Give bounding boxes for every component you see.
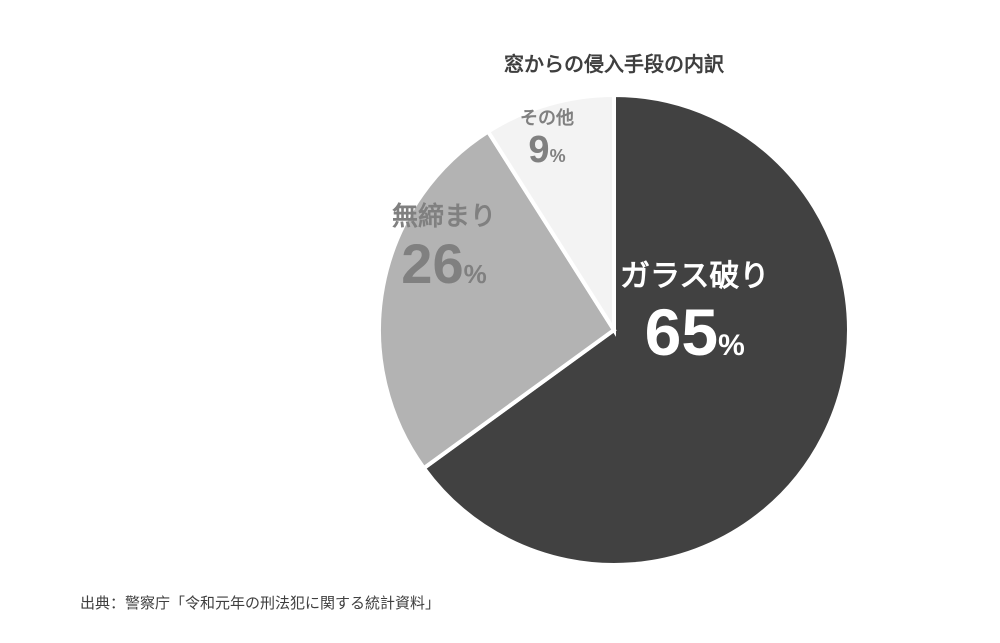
chart-title: 窓からの侵入手段の内訳 bbox=[504, 48, 724, 77]
slice-name-unlocked: 無締まり bbox=[392, 202, 496, 232]
pct-symbol: % bbox=[550, 146, 566, 166]
pct-symbol: % bbox=[464, 259, 487, 289]
pct-symbol: % bbox=[718, 329, 745, 362]
pie-chart bbox=[375, 91, 853, 569]
slice-name-other: その他 bbox=[520, 108, 574, 129]
slice-label-glass: ガラス破り 65% bbox=[620, 260, 769, 370]
slice-pct-unlocked: 26 bbox=[401, 232, 463, 295]
slice-name-glass: ガラス破り bbox=[620, 260, 769, 295]
slice-label-other: その他 9% bbox=[520, 108, 574, 172]
source-citation: 出典：警察庁「令和元年の刑法犯に関する統計資料」 bbox=[80, 592, 440, 613]
slice-pct-glass: 65 bbox=[645, 295, 718, 369]
slice-pct-other: 9 bbox=[528, 129, 549, 171]
slice-label-unlocked: 無締まり 26% bbox=[392, 202, 496, 296]
